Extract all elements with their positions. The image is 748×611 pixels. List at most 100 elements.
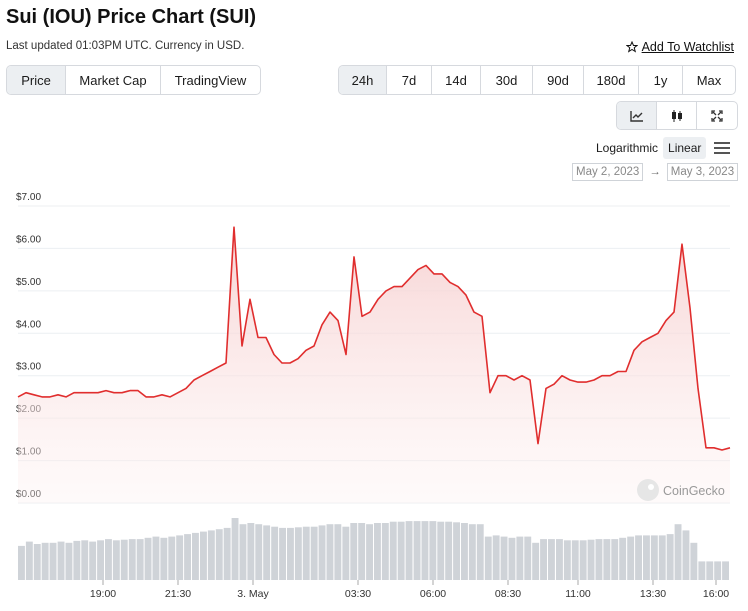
- volume-bar: [468, 524, 476, 580]
- x-tick-label: 13:30: [640, 588, 666, 600]
- y-tick-label: $3.00: [16, 362, 41, 373]
- volume-bar: [611, 539, 619, 580]
- scale-toggle: Logarithmic Linear: [591, 137, 731, 159]
- volume-bar: [192, 532, 199, 580]
- volume-bar: [714, 561, 722, 580]
- add-to-watchlist-link[interactable]: Add To Watchlist: [625, 40, 734, 54]
- volume-bar: [405, 521, 413, 580]
- volume-bar: [516, 536, 524, 580]
- volume-bar: [184, 534, 191, 580]
- volume-bar: [223, 527, 231, 580]
- volume-bar: [41, 542, 49, 580]
- range-tabs: 24h 7d 14d 30d 90d 180d 1y Max: [338, 65, 736, 95]
- volume-bar: [200, 531, 207, 580]
- price-area: [18, 227, 730, 503]
- volume-bar: [318, 525, 326, 580]
- x-tick-label: 16:00: [703, 588, 729, 600]
- volume-bar: [690, 542, 698, 580]
- date-range: May 2, 2023 → May 3, 2023: [572, 163, 739, 181]
- volume-bar: [144, 537, 152, 580]
- x-tick-label: 11:00: [565, 588, 591, 600]
- volume-bar: [484, 536, 492, 580]
- x-tick-label: 3. May: [237, 588, 269, 600]
- volume-bar: [81, 540, 89, 580]
- volume-bar: [334, 524, 342, 580]
- volume-bar: [571, 540, 579, 580]
- volume-bar: [666, 534, 674, 580]
- volume-bar: [674, 524, 682, 580]
- star-icon: [625, 41, 638, 53]
- range-90d[interactable]: 90d: [533, 66, 584, 94]
- volume-bar: [413, 521, 421, 580]
- volume-bar: [374, 523, 381, 580]
- volume-bar: [627, 536, 635, 580]
- volume-bar: [168, 536, 176, 580]
- line-chart-button[interactable]: [617, 102, 657, 129]
- range-30d[interactable]: 30d: [481, 66, 533, 94]
- expand-button[interactable]: [697, 102, 737, 129]
- range-7d[interactable]: 7d: [387, 66, 432, 94]
- volume-bar: [429, 521, 437, 580]
- view-tabs: Price Market Cap TradingView: [6, 65, 261, 95]
- volume-bar: [136, 539, 144, 580]
- volume-bar: [445, 521, 453, 580]
- hamburger-menu-icon[interactable]: [714, 142, 731, 154]
- volume-bar: [25, 541, 33, 580]
- range-180d[interactable]: 180d: [584, 66, 639, 94]
- volume-bar: [18, 545, 25, 580]
- volume-bar: [603, 539, 611, 580]
- volume-bar: [453, 522, 460, 580]
- volume-bar: [532, 542, 540, 580]
- volume-bar: [492, 535, 500, 580]
- volume-bar: [722, 561, 729, 580]
- volume-bar: [263, 525, 271, 580]
- volume-bars: [18, 518, 729, 580]
- range-1y[interactable]: 1y: [639, 66, 683, 94]
- volume-bar: [508, 537, 516, 580]
- volume-bar: [595, 539, 603, 580]
- tab-tradingview[interactable]: TradingView: [174, 72, 247, 88]
- price-line: [17, 226, 731, 451]
- volume-bar: [358, 523, 366, 580]
- volume-bar: [635, 535, 642, 580]
- volume-bar: [279, 527, 286, 580]
- volume-bar: [366, 524, 373, 580]
- range-24h[interactable]: 24h: [339, 66, 387, 94]
- volume-bar: [152, 536, 160, 580]
- watchlist-label: Add To Watchlist: [641, 40, 734, 54]
- scale-logarithmic[interactable]: Logarithmic: [596, 141, 659, 155]
- volume-bar: [619, 537, 627, 580]
- expand-icon: [711, 109, 723, 122]
- range-14d[interactable]: 14d: [432, 66, 481, 94]
- volume-bar: [342, 526, 350, 580]
- date-to-input[interactable]: May 3, 2023: [666, 163, 739, 181]
- candlestick-icon: [671, 109, 682, 122]
- volume-bar: [643, 535, 650, 580]
- volume-bar: [461, 523, 468, 580]
- volume-bar: [587, 539, 595, 580]
- volume-bar: [682, 530, 690, 580]
- volume-bar: [658, 535, 666, 580]
- scale-linear[interactable]: Linear: [663, 137, 707, 159]
- range-max[interactable]: Max: [696, 72, 722, 88]
- coingecko-watermark: CoinGecko: [637, 479, 725, 501]
- volume-bar: [176, 535, 184, 580]
- volume-bar: [310, 526, 318, 580]
- volume-bar: [389, 521, 397, 580]
- price-chart[interactable]: $7.00$6.00$5.00$4.00$3.00$2.00$1.00$0.00…: [0, 190, 748, 611]
- candlestick-button[interactable]: [657, 102, 697, 129]
- volume-bar: [33, 544, 41, 580]
- volume-bar: [128, 539, 136, 580]
- x-tick-label: 03:30: [345, 588, 371, 600]
- date-from-input[interactable]: May 2, 2023: [572, 163, 644, 181]
- volume-bar: [524, 536, 532, 580]
- volume-bar: [294, 527, 302, 580]
- volume-bar: [239, 524, 247, 580]
- tab-price[interactable]: Price: [7, 66, 66, 94]
- tab-market-cap[interactable]: Market Cap: [66, 66, 161, 94]
- volume-bar: [556, 539, 563, 580]
- volume-bar: [350, 523, 358, 580]
- volume-bar: [381, 523, 389, 580]
- volume-bar: [500, 536, 508, 580]
